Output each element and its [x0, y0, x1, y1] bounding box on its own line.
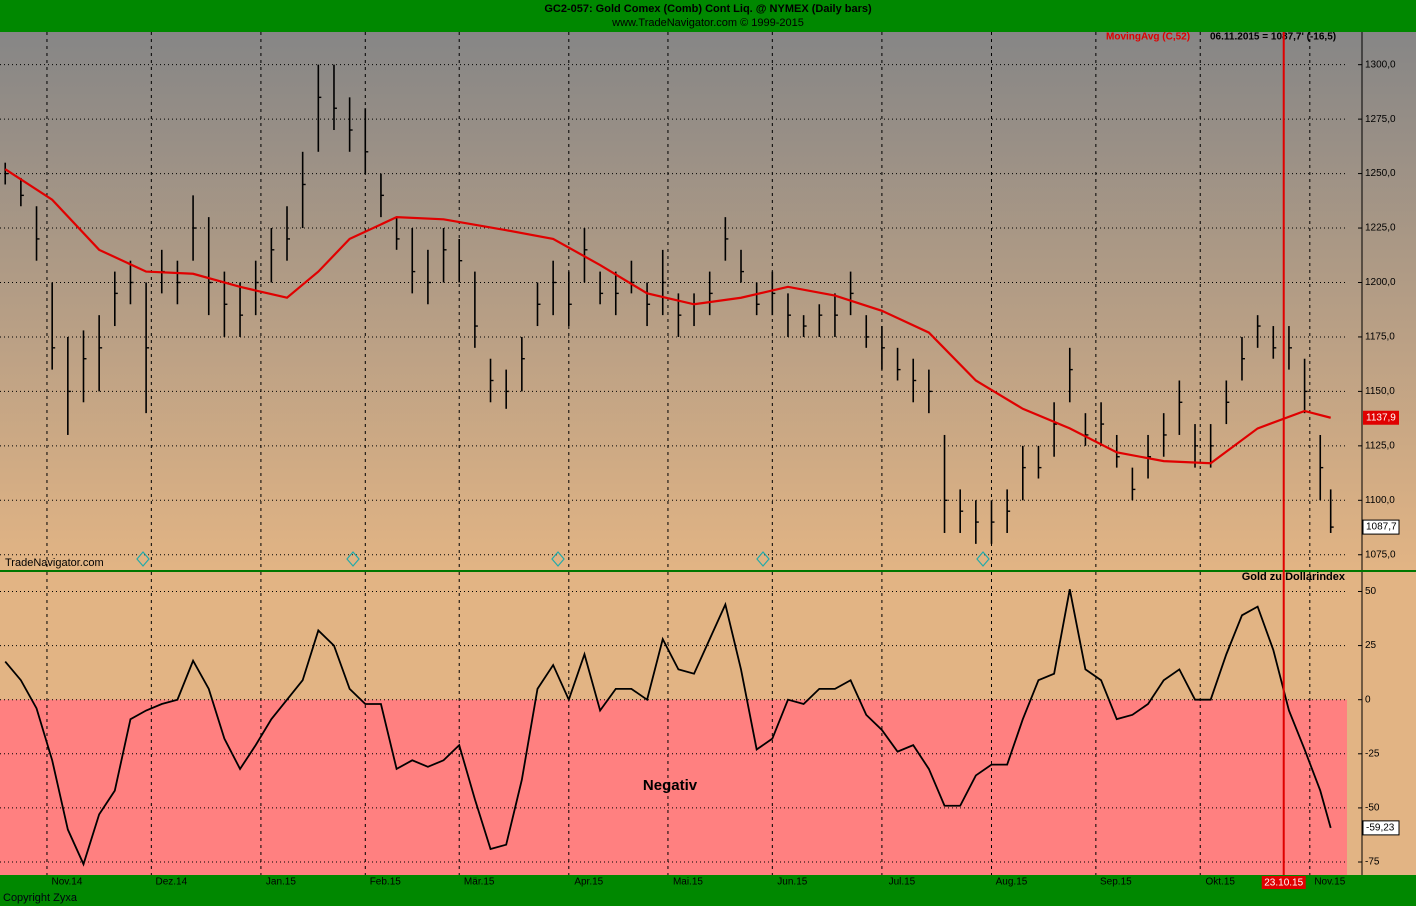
y-tick-label: 1300,0 — [1365, 59, 1396, 70]
x-tick-label: Nov.15 — [1314, 877, 1345, 888]
x-tick-label: Mai.15 — [673, 877, 703, 888]
x-tick-label: Nov.14 — [51, 877, 82, 888]
y-tick-label: -50 — [1365, 803, 1380, 814]
y-tick-label: 1100,0 — [1365, 495, 1395, 506]
y-tick-label: 25 — [1365, 640, 1377, 651]
x-tick-label: Aug.15 — [996, 877, 1028, 888]
y-tick-label: 1250,0 — [1365, 168, 1396, 179]
upper-panel — [0, 32, 1416, 570]
x-tick-label: Jun.15 — [777, 877, 807, 888]
x-tick-label: Dez.14 — [155, 877, 187, 888]
y-tick-label: -25 — [1365, 748, 1380, 759]
y-tick-label: 1200,0 — [1365, 277, 1396, 288]
y-tick-label: 50 — [1365, 586, 1377, 597]
x-tick-label: Apr.15 — [574, 877, 603, 888]
last-value-label: -59,23 — [1366, 823, 1395, 834]
chart-subtitle: www.TradeNavigator.com © 1999-2015 — [611, 17, 804, 29]
y-tick-label: 1150,0 — [1365, 386, 1395, 397]
last-value-box — [1362, 519, 1400, 535]
x-tick-label: Feb.15 — [370, 877, 402, 888]
y-tick-label: 0 — [1365, 694, 1371, 705]
watermark: TradeNavigator.com — [5, 557, 104, 569]
negative-zone — [0, 699, 1347, 875]
legend-entry: MovingAvg (C,52) — [1106, 32, 1190, 43]
zone-label: Negativ — [643, 777, 698, 794]
chart-title: GC2-057: Gold Comex (Comb) Cont Liq. @ N… — [544, 3, 872, 15]
last-value-box — [1363, 410, 1399, 425]
y-tick-label: 1075,0 — [1365, 549, 1396, 560]
x-tick-label: Jan.15 — [266, 877, 296, 888]
cursor-box — [1261, 876, 1306, 889]
y-tick-label: 1125,0 — [1365, 440, 1395, 451]
cursor-label: 23.10.15 — [1264, 878, 1303, 889]
r-markers — [136, 551, 990, 567]
oscillator-line — [4, 589, 1332, 867]
last-value-box — [1362, 820, 1400, 836]
footer: Copyright Zyxa — [3, 892, 78, 904]
y-tick-label: -75 — [1365, 857, 1380, 868]
x-tick-label: Okt.15 — [1205, 877, 1235, 888]
annotation: 06.11.2015 = 1087,7' (-16,5) — [1210, 32, 1336, 43]
y-tick-label: 1225,0 — [1365, 223, 1396, 234]
x-tick-label: Sep.15 — [1100, 877, 1132, 888]
x-tick-label: Mär.15 — [464, 877, 495, 888]
y-tick-label: 1275,0 — [1365, 114, 1396, 125]
moving-average — [4, 168, 1331, 465]
last-value-label: 1137,9 — [1366, 412, 1396, 423]
lower-title: Gold zu Dollarindex — [1242, 571, 1346, 583]
y-tick-label: 1175,0 — [1365, 332, 1395, 343]
x-tick-label: Jul.15 — [889, 877, 916, 888]
last-value-label: 1087,7 — [1366, 522, 1397, 533]
